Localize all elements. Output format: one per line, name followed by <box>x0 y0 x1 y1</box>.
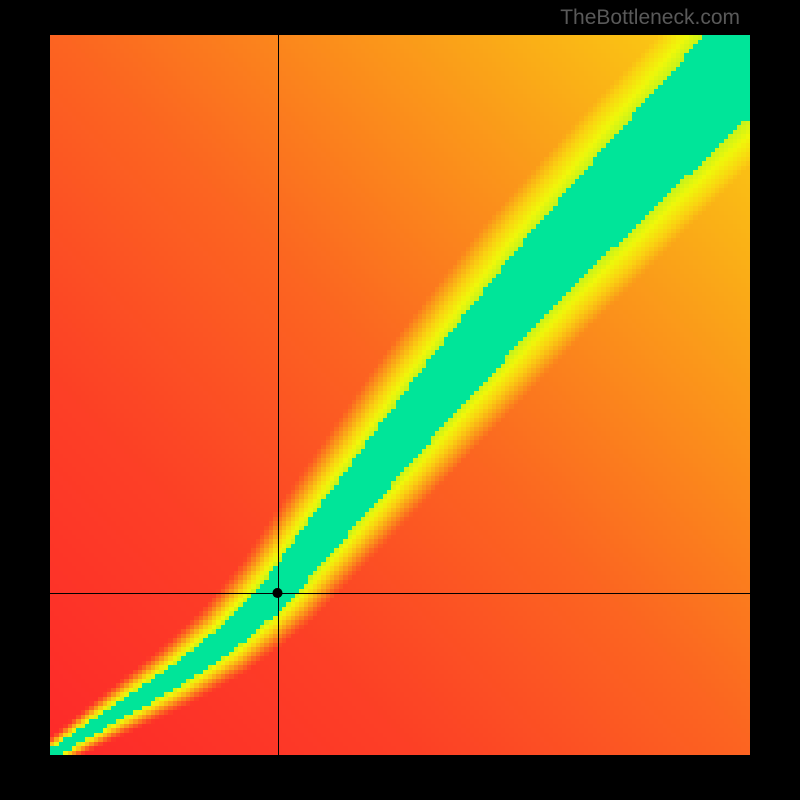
outer-frame: TheBottleneck.com <box>0 0 800 800</box>
watermark-text: TheBottleneck.com <box>560 6 740 30</box>
heatmap-canvas <box>50 35 750 755</box>
plot-area <box>50 35 750 755</box>
